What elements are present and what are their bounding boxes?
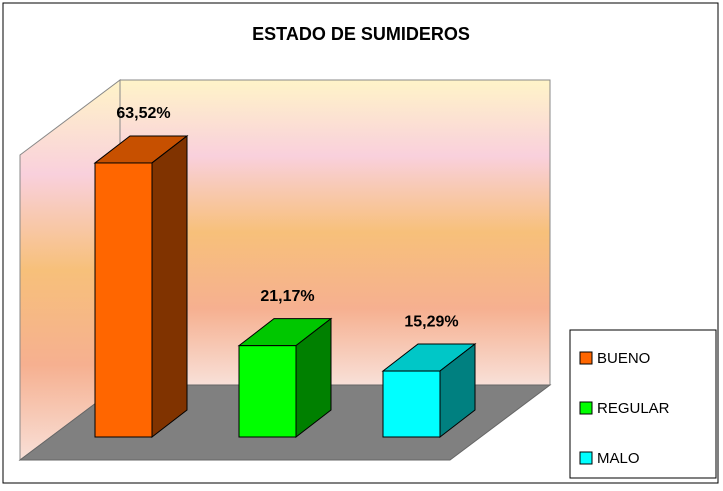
legend-label: MALO [597, 450, 640, 467]
data-label: 21,17% [260, 288, 314, 305]
bar [94, 162, 153, 438]
bar-side [151, 134, 188, 439]
legend-label: REGULAR [597, 400, 670, 417]
data-label: 63,52% [116, 105, 170, 122]
chart-title: ESTADO DE SUMIDEROS [252, 24, 470, 44]
legend-label: BUENO [597, 350, 650, 367]
bar [382, 370, 441, 438]
bar [238, 345, 297, 438]
legend-swatch [579, 451, 593, 465]
data-label: 15,29% [404, 313, 458, 330]
legend [569, 329, 717, 479]
legend-swatch [579, 401, 593, 415]
legend-swatch [579, 351, 593, 365]
